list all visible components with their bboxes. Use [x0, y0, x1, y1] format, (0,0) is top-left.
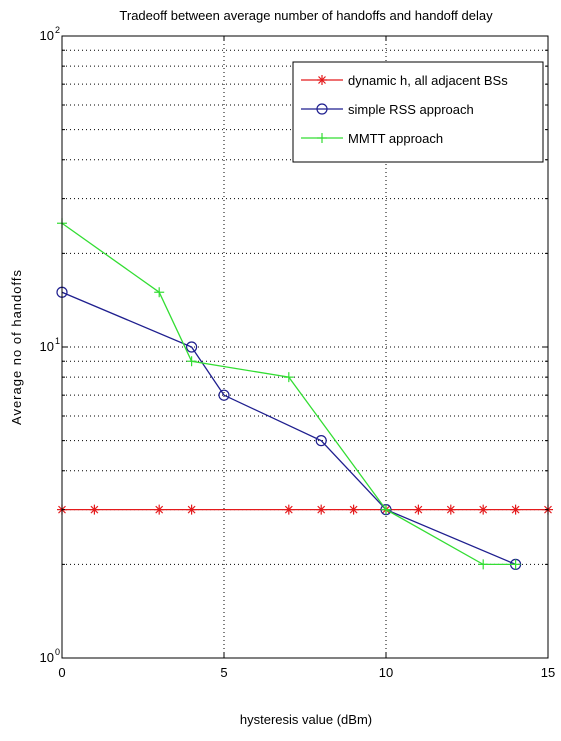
x-tick-label: 10	[379, 665, 393, 680]
y-axis-label: Average no of handoffs	[9, 269, 24, 425]
data-point-circle	[218, 389, 230, 401]
data-point-star	[413, 504, 424, 515]
legend: dynamic h, all adjacent BSs simple RSS ap…	[292, 61, 544, 163]
chart-title: Tradeoff between average number of hando…	[119, 8, 493, 23]
x-tick-label: 5	[220, 665, 227, 680]
data-point-star	[478, 504, 489, 515]
data-point-circle	[316, 103, 328, 115]
data-point-star	[348, 504, 359, 515]
data-point-star	[510, 504, 521, 515]
x-axis-label: hysteresis value (dBm)	[240, 712, 372, 727]
y-tick-label: 10	[40, 339, 54, 354]
data-point-star	[154, 504, 165, 515]
data-point-plus	[478, 559, 489, 570]
y-tick-label: 10	[40, 28, 54, 43]
legend-label: dynamic h, all adjacent BSs	[348, 73, 508, 88]
data-point-star	[186, 504, 197, 515]
y-tick-exponent: 0	[55, 647, 60, 657]
legend-item: dynamic h, all adjacent BSs	[301, 73, 508, 88]
y-tick-label: 10	[40, 650, 54, 665]
data-point-circle	[186, 341, 198, 353]
plot-border	[61, 35, 549, 659]
data-point-star	[316, 504, 327, 515]
data-point-plus	[283, 372, 294, 383]
legend-item: simple RSS approach	[301, 102, 474, 117]
legend-label: MMTT approach	[348, 131, 443, 146]
legend-box	[292, 61, 544, 163]
legend-label: simple RSS approach	[348, 102, 474, 117]
legend-item: MMTT approach	[301, 131, 443, 146]
data-point-star	[89, 504, 100, 515]
data-point-plus	[381, 504, 391, 515]
x-tick-label: 0	[58, 665, 65, 680]
data-point-plus	[186, 356, 197, 367]
series-line	[61, 291, 516, 565]
data-point-plus	[154, 287, 165, 298]
data-point-star	[317, 75, 327, 85]
x-tick-label: 15	[541, 665, 555, 680]
grid-lines	[62, 36, 548, 658]
data-point-star	[445, 504, 456, 515]
y-tick-exponent: 1	[55, 336, 60, 346]
data-point-star	[283, 504, 294, 515]
y-tick-exponent: 2	[55, 25, 60, 35]
data-point-circle	[315, 435, 327, 447]
data-point-plus	[317, 133, 327, 143]
data-point-plus	[510, 559, 521, 570]
